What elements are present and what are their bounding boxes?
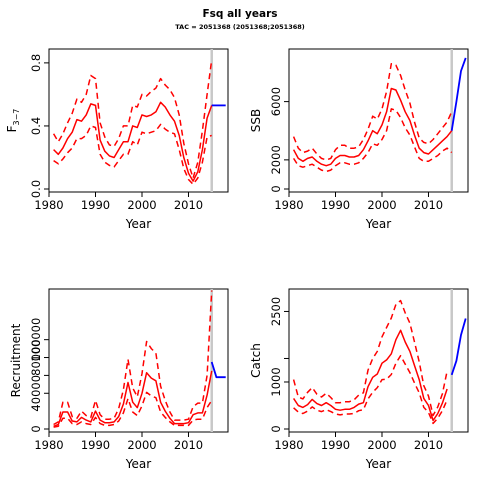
panel-f: 1980 1990 2000 2010 Year 0.0 0.4 0.8 F3−7‾: [0, 48, 229, 231]
panel-f-estimate-line: [53, 101, 213, 182]
panel-recruitment-x-tick-label: 1980: [34, 438, 63, 452]
panel-recruitment-y-tick-label: 80000: [29, 339, 43, 376]
panel-recruitment-y-tick-label: 0: [29, 425, 43, 432]
panel-catch-y-tick-label: 0: [269, 425, 283, 432]
panel-catch-forecast-line: [450, 318, 467, 376]
panel-f-x-axis-label: Year: [125, 217, 151, 231]
panel-ssb-frame: [288, 48, 469, 193]
panel-f-y-axis-label: F3−7: [5, 109, 21, 133]
panel-catch-x-tick-label: 2000: [367, 438, 396, 452]
panel-catch-x-tick-label: 2010: [414, 438, 443, 452]
panel-f-x-tick-label: 1980: [34, 198, 63, 212]
panel-catch-estimate-line: [292, 329, 448, 422]
panel-ssb-x-tick-label: 1980: [274, 198, 303, 212]
panel-catch-y-axis-label: Catch: [249, 343, 263, 378]
panel-catch-y-tick-label: 2500: [269, 297, 283, 326]
panel-ssb-forecast-line: [450, 57, 467, 131]
figure-title: Fsq all years: [202, 8, 278, 20]
panel-f-y-tick-label: 0.8: [29, 54, 43, 72]
panel-catch-upper-line: [292, 299, 448, 417]
panel-catch-lower-line: [293, 354, 448, 425]
panel-f-frame: [48, 48, 229, 193]
panel-recruitment-lower-line: [53, 391, 213, 428]
panel-recruitment-x-tick-label: 2000: [127, 438, 156, 452]
panel-f-x-tick-label: 2000: [127, 198, 156, 212]
panel-catch-x-tick-label: 1990: [321, 438, 350, 452]
panel-catch-x-axis-label: Year: [365, 457, 391, 471]
panel-f-lower-line: [53, 123, 212, 186]
panel-f-x-tick-label: 2010: [174, 198, 203, 212]
panel-recruitment-y-tick-label: 100000: [29, 318, 43, 362]
panel-f-x-tick-label: 1990: [81, 198, 110, 212]
panel-f-upper-line: [52, 59, 213, 179]
panel-ssb-y-tick-label: 2000: [269, 145, 283, 174]
panel-recruitment-forecast-line: [210, 361, 226, 379]
panel-recruitment-y-axis-label: Recruitment: [9, 323, 23, 397]
panel-ssb-x-axis-label: Year: [365, 217, 391, 231]
panel-ssb-y-tick-label: 0: [269, 185, 283, 192]
panel-ssb-x-tick-label: 2010: [414, 198, 443, 212]
panel-ssb-x-tick-label: 1990: [321, 198, 350, 212]
panel-ssb-y-axis-label: SSB: [249, 109, 263, 132]
panel-catch-frame: [288, 288, 469, 433]
panel-ssb-lower-line: [292, 108, 453, 173]
panel-catch-x-tick-label: 1980: [274, 438, 303, 452]
panel-recruitment-y-tick-label: 40000: [29, 375, 43, 412]
panel-f-y-tick-label: 0.4: [29, 117, 43, 135]
panel-recruitment-estimate-line: [53, 370, 213, 428]
panel-recruitment-frame: [48, 288, 229, 433]
panel-ssb-y-tick-label: 6000: [269, 87, 283, 116]
panel-f-y-tick-label: 0.0: [29, 180, 43, 198]
panel-catch: 1980 1990 2000 2010 Year 0 1000 2500 Catch: [249, 288, 469, 471]
panel-ssb-upper-line: [292, 62, 453, 161]
panel-catch-y-tick-label: 1000: [269, 367, 283, 396]
figure-subtitle: TAC = 2051368 (2051368;2051368): [175, 23, 305, 31]
panel-ssb: 1980 1990 2000 2010 Year 0 2000 6000 SSB: [249, 48, 469, 231]
panel-recruitment-upper-line: [53, 290, 213, 426]
panel-recruitment-x-tick-label: 1990: [81, 438, 110, 452]
panel-f-y-axis-label-bar: ‾: [0, 110, 8, 118]
panel-ssb-estimate-line: [292, 87, 453, 167]
panel-recruitment-x-tick-label: 2010: [174, 438, 203, 452]
panel-recruitment-x-axis-label: Year: [125, 457, 151, 471]
panel-ssb-x-tick-label: 2000: [367, 198, 396, 212]
